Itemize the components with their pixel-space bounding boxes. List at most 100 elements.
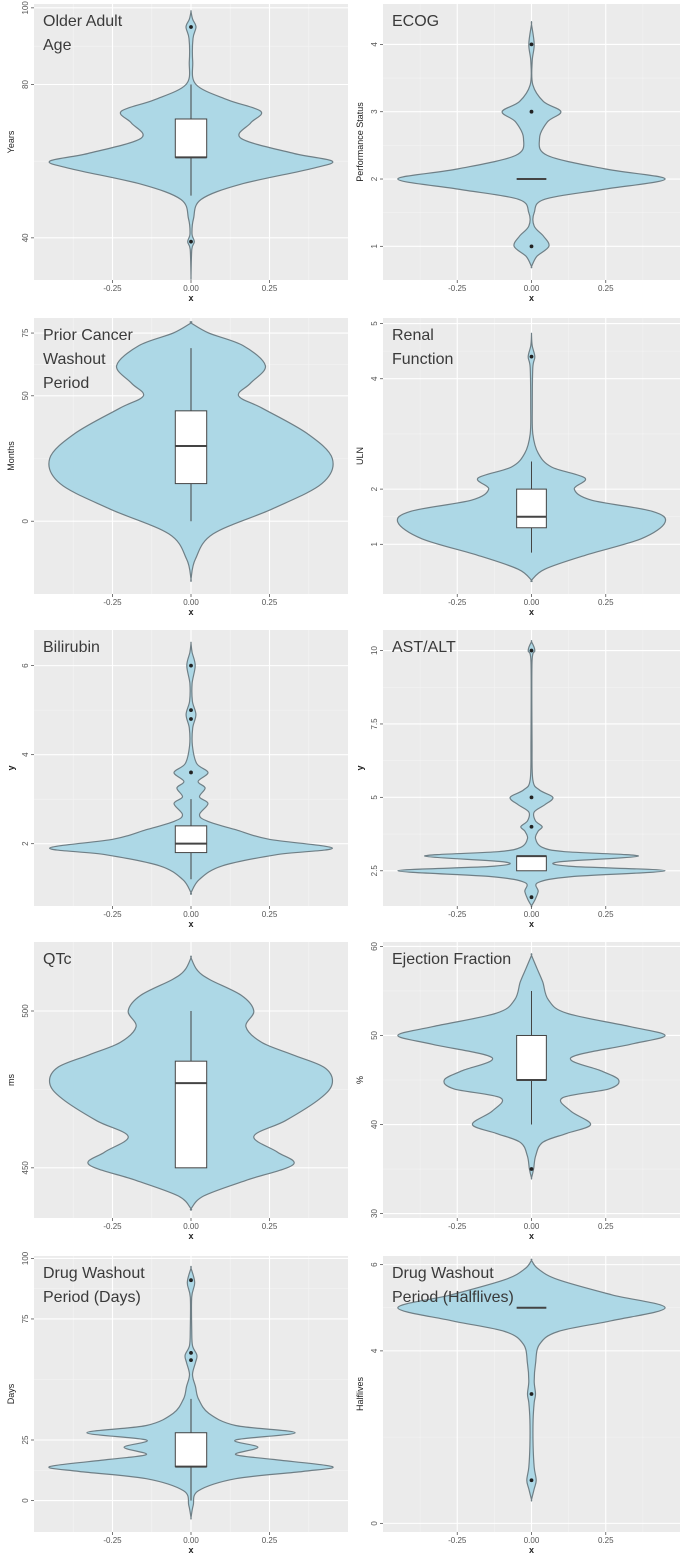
outlier-point [529,354,534,359]
y-tick-label: 50 [370,1030,379,1039]
box-iqr [174,118,208,158]
x-tick-label: 0.25 [598,284,614,293]
violin-chart: -0.25 0.00 0.25 40 80 100 x Years [6,1,348,303]
violin-shape [396,332,667,583]
violin-chart: -0.25 0.00 0.25 0 4 6 x Halflives [355,1256,680,1555]
x-tick-label: -0.25 [103,284,122,293]
y-tick-label: 2 [370,176,379,181]
panel-title: Bilirubin [43,639,100,656]
x-axis-label: x [529,607,534,617]
x-tick-label: 0.25 [262,1222,278,1231]
box-iqr [174,1432,208,1468]
x-tick-label: 0.25 [598,1536,614,1545]
violin-panel: -0.25 0.00 0.25 1 2 3 4 x Performance Status ECOG [355,4,680,303]
y-tick-label: 0 [21,1498,30,1503]
violin-panel: -0.25 0.00 0.25 2.5 5 7.5 10 x y AST/ALT [355,630,680,929]
x-tick-label: 0.00 [524,284,540,293]
y-tick-label: 4 [21,752,30,757]
x-axis-label: x [529,293,534,303]
violin-shape [397,640,666,908]
y-tick-label: 100 [21,1251,30,1265]
panel-title: Prior Cancer Washout Period [43,327,133,392]
x-tick-label: -0.25 [103,1536,122,1545]
violin-panel: -0.25 0.00 0.25 30 40 50 60 x% Ejection Fraction [355,941,680,1241]
y-tick-label: 1 [370,244,379,249]
x-tick-label: 0.00 [524,1222,540,1231]
y-tick-label: 2 [370,486,379,491]
x-axis-label: x [188,293,193,303]
x-tick-label: 0.25 [262,1536,278,1545]
outlier-point [189,239,193,244]
x-tick-label: -0.25 [103,1222,122,1231]
y-tick-label: 5 [370,795,379,800]
violin-shape [49,641,333,895]
y-tick-label: 75 [21,328,30,337]
violin-shape [48,1265,334,1520]
y-tick-label: 2.5 [370,865,379,877]
x-tick-label: 0.00 [183,598,199,607]
y-axis-label: Performance Status [355,102,365,182]
violin-shape [397,1258,666,1502]
x-tick-label: 0.25 [262,284,278,293]
y-tick-label: 25 [21,1435,30,1444]
box-iqr [516,1034,547,1081]
y-tick-label: 40 [21,233,30,242]
y-tick-label: 4 [370,42,379,47]
outlier-point [189,717,193,721]
x-tick-label: 0.00 [183,1536,199,1545]
outlier-point [189,708,193,713]
violin-panel: -0.25 0.00 0.25 1 2 4 5 x ULN Renal Function [355,318,680,617]
x-tick-label: 0.00 [183,910,199,919]
y-axis-label: y [355,765,365,770]
outlier-point [529,1478,534,1483]
violin-panel: -0.25 0.00 0.25 40 80 100 x Years Older Adult Ag… [6,1,348,303]
box-iqr [516,488,547,529]
x-tick-label: -0.25 [103,910,122,919]
y-tick-label: 10 [370,646,379,655]
x-axis-label: x [188,607,193,617]
x-axis-label: x [529,1545,534,1555]
x-tick-label: 0.25 [598,1222,614,1231]
x-tick-label: 0.25 [262,598,278,607]
y-tick-label: 100 [21,1,30,15]
y-tick-label: 60 [370,941,379,950]
box-iqr [174,410,208,485]
outlier-point [529,648,534,653]
box-iqr [174,825,208,854]
outlier-point [189,25,193,29]
panel-title: Drug Washout Period (Halflives) [392,1265,514,1306]
violin-chart: -0.25 0.00 0.25 0 50 75 x Months [6,318,348,617]
y-tick-label: 50 [21,391,30,400]
x-tick-label: 0.00 [524,598,540,607]
violin-panel: -0.25 0.00 0.25 0 25 75 100 x Days Drug Washout P… [6,1251,348,1555]
outlier-point [529,895,534,900]
violin-chart: -0.25 0.00 0.25 30 40 50 60 x% [355,941,680,1241]
violin-chart: -0.25 0.00 0.25 1 2 3 4 x Performance Status [355,4,680,303]
y-tick-label: 500 [21,1004,30,1018]
x-axis-label: x [529,919,534,929]
outlier-point [189,1358,193,1363]
x-axis-label: x [188,919,193,929]
panel-title: Drug Washout Period (Days) [43,1265,145,1306]
outlier-point [529,824,534,829]
x-axis-label: x [188,1545,193,1555]
y-axis-label: Halflives [355,1376,365,1411]
panel-title: QTc [43,951,72,968]
y-tick-label: 4 [370,376,379,381]
x-tick-label: -0.25 [448,1536,467,1545]
panel-title: Older Adult Age [43,13,123,54]
y-axis-label: Years [6,130,16,153]
panel-title: Renal Function [392,327,454,368]
violin-panel: -0.25 0.00 0.25 0 4 6 x Halflives Drug Washout P… [355,1256,680,1555]
y-tick-label: 5 [370,321,379,326]
violin-chart: -0.25 0.00 0.25 0 25 75 100 x Days [6,1251,348,1555]
y-tick-label: 3 [370,109,379,114]
outlier-point [529,795,534,800]
panel-title: ECOG [392,13,440,30]
outlier-point [529,109,534,114]
y-tick-label: 1 [370,542,379,547]
x-tick-label: -0.25 [103,598,122,607]
box-iqr [174,1060,208,1169]
violin-chart: -0.25 0.00 0.25 1 2 4 5 x ULN [355,318,680,617]
panel-title: AST/ALT [392,639,456,656]
